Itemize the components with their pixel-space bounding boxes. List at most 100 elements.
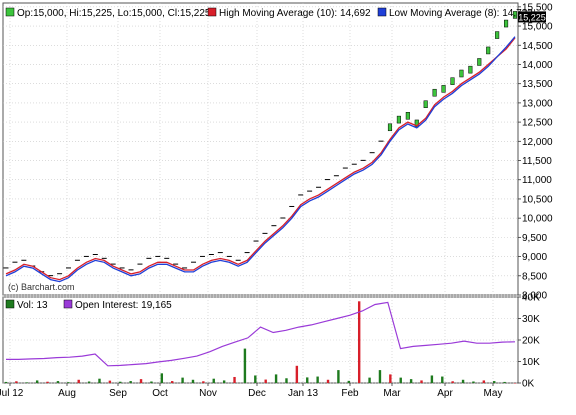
legend-swatch-volume	[5, 299, 15, 309]
price-tick-label: 8,000	[522, 291, 547, 302]
price-bar	[486, 46, 491, 55]
legend-label-volume: Vol: 13	[17, 300, 48, 311]
x-tick-label: Dec	[248, 388, 266, 399]
volume-bar	[56, 381, 60, 383]
price-tick-label: 14,500	[522, 41, 553, 52]
volume-bar	[389, 374, 392, 383]
volume-bar	[264, 379, 267, 383]
legend-label-low-ma: Low Moving Average (8): 14,723	[389, 8, 533, 19]
price-tick-label: 12,000	[522, 137, 553, 148]
price-tick-label: 8,500	[522, 271, 547, 282]
volume-bar	[306, 377, 309, 383]
price-bar	[459, 69, 464, 78]
price-bar	[414, 119, 419, 128]
volume-bar	[191, 379, 195, 383]
watermark: (c) Barchart.com	[8, 282, 75, 292]
price-series	[3, 11, 518, 283]
volume-bar	[316, 376, 319, 383]
volume-bar	[503, 381, 506, 383]
price-bar	[504, 19, 509, 28]
legend-label-high-ma: High Moving Average (10): 14,692	[219, 8, 371, 19]
last-value-label: 15,225	[518, 12, 546, 22]
last-value-box	[518, 11, 546, 23]
volume-bar	[139, 379, 143, 383]
price-tick-label: 9,000	[522, 252, 547, 263]
x-tick-label: May	[484, 388, 503, 399]
volume-bar	[409, 379, 413, 383]
legend-swatch-high-ma	[207, 7, 217, 17]
price-bar	[396, 115, 401, 124]
volume-bar	[347, 380, 350, 383]
volume-bar	[46, 381, 49, 383]
volume-bar	[493, 381, 496, 383]
volume-bar	[378, 370, 382, 383]
x-tick-label: Aug	[58, 388, 76, 399]
volume-bar	[513, 382, 517, 384]
volume-bar	[451, 381, 454, 383]
price-tick-label: 9,500	[522, 233, 547, 244]
volume-bar	[441, 376, 444, 383]
legend-swatch-ohlc	[5, 7, 15, 17]
high-moving-average-line	[5, 37, 516, 281]
x-tick-label: Apr	[437, 388, 453, 399]
volume-bar	[87, 381, 91, 383]
volume-tick-label: 0K	[522, 379, 535, 390]
volume-tick-label: 10K	[522, 357, 540, 368]
price-legend: Op:15,000, Hi:15,225, Lo:15,000, Cl:15,2…	[5, 7, 533, 19]
price-tick-label: 12,500	[522, 118, 553, 129]
last-value-marker: 15,225	[518, 11, 546, 23]
volume-bar	[77, 379, 80, 383]
open-interest-line	[6, 301, 516, 367]
volume-bar	[420, 380, 423, 383]
price-tick-label: 15,500	[522, 2, 553, 13]
price-bar	[512, 11, 518, 19]
legend-label-open-interest: Open Interest: 19,165	[75, 300, 172, 311]
volume-bar	[233, 376, 236, 383]
x-tick-label: Feb	[341, 388, 359, 399]
price-grid	[3, 3, 518, 296]
price-panel: 8,000 8,500 9,000 9,500 10,000 10,500 11,000 11…	[2, 2, 553, 302]
price-plot-area	[2, 2, 519, 296]
price-bar	[423, 100, 428, 108]
volume-bar	[25, 382, 28, 383]
price-bar	[495, 31, 500, 39]
volume-bar	[368, 377, 371, 383]
volume-y-ticks: 0K 10K 20K 30K 40K	[518, 293, 540, 390]
volume-bar	[4, 381, 8, 383]
x-tick-label: Sep	[109, 388, 127, 399]
legend-label-ohlc: Op:15,000, Hi:15,225, Lo:15,000, Cl:15,2…	[17, 8, 211, 19]
volume-bar	[35, 380, 39, 383]
price-tick-label: 11,500	[522, 156, 552, 167]
volume-bar	[482, 380, 486, 383]
open-interest-path	[6, 301, 516, 367]
price-bar	[405, 112, 410, 120]
volume-bar	[254, 375, 257, 383]
volume-bar	[399, 377, 402, 383]
x-tick-label: Nov	[199, 388, 217, 399]
x-tick-label: Mar	[383, 388, 401, 399]
volume-bar	[160, 373, 164, 383]
volume-bar	[461, 379, 465, 383]
price-tick-label: 13,000	[522, 98, 553, 109]
volume-bar	[98, 378, 101, 383]
price-bar	[432, 88, 437, 97]
x-tick-label: Jan 13	[288, 388, 318, 399]
volume-bar	[430, 375, 434, 383]
volume-bar	[295, 365, 299, 383]
volume-bar	[222, 380, 226, 383]
volume-legend: Vol: 13 Open Interest: 19,165	[5, 299, 172, 311]
volume-bar	[119, 381, 122, 383]
volume-tick-label: 20K	[522, 336, 540, 347]
price-tick-label: 13,500	[522, 79, 553, 90]
volume-tick-label: 40K	[522, 293, 540, 304]
volume-tick-label: 30K	[522, 314, 540, 325]
volume-panel: 0K 10K 20K 30K 40K Vol: 13 Open Interest: 19…	[2, 293, 540, 390]
volume-bar	[129, 381, 132, 383]
volume-bar	[15, 381, 18, 383]
volume-bar	[243, 348, 247, 383]
volume-bar	[337, 370, 340, 383]
price-tick-label: 10,000	[522, 214, 553, 225]
price-tick-label: 10,500	[522, 194, 553, 205]
volume-bar	[181, 377, 184, 383]
volume-bar	[357, 301, 361, 383]
